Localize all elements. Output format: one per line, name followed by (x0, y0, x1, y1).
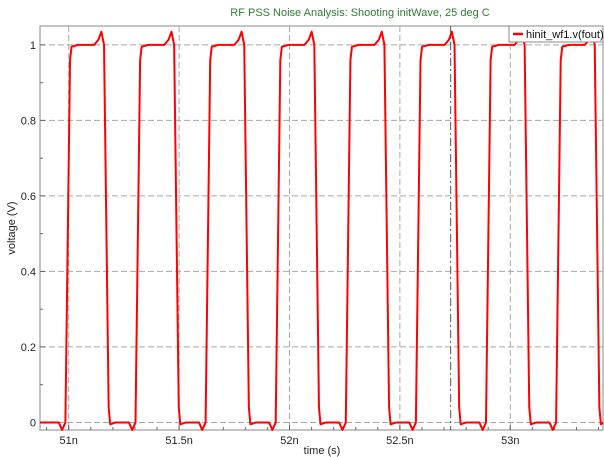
y-tick-label: 0 (30, 417, 36, 429)
x-tick-label: 52n (280, 435, 298, 447)
series-line (40, 30, 604, 431)
grid (40, 26, 603, 430)
y-tick-label: 0.8 (21, 115, 36, 127)
y-tick-label: 0.2 (21, 342, 36, 354)
x-tick-label: 51.5n (165, 435, 193, 447)
chart-title: RF PSS Noise Analysis: Shooting initWave… (230, 7, 489, 19)
legend-label: hinit_wf1.v(fout) (526, 29, 604, 41)
legend-box (508, 25, 604, 43)
series-group (40, 30, 604, 431)
x-axis-label: time (s) (304, 445, 341, 457)
x-tick-label: 53n (501, 435, 519, 447)
legend[interactable]: hinit_wf1.v(fout) (508, 25, 604, 43)
y-tick-label: 0.6 (21, 191, 36, 203)
x-tick-label: 52.5n (386, 435, 414, 447)
plot-frame (39, 25, 604, 431)
y-tick-label: 0.4 (21, 266, 36, 278)
y-axis-label: voltage (V) (6, 201, 18, 254)
x-tick-label: 51n (60, 435, 78, 447)
x-axis: 51n 51.5n 52n 52.5n 53n (46, 425, 600, 447)
y-axis: 0 0.2 0.4 0.6 0.8 1 (21, 40, 45, 429)
y-tick-label: 1 (30, 40, 36, 52)
